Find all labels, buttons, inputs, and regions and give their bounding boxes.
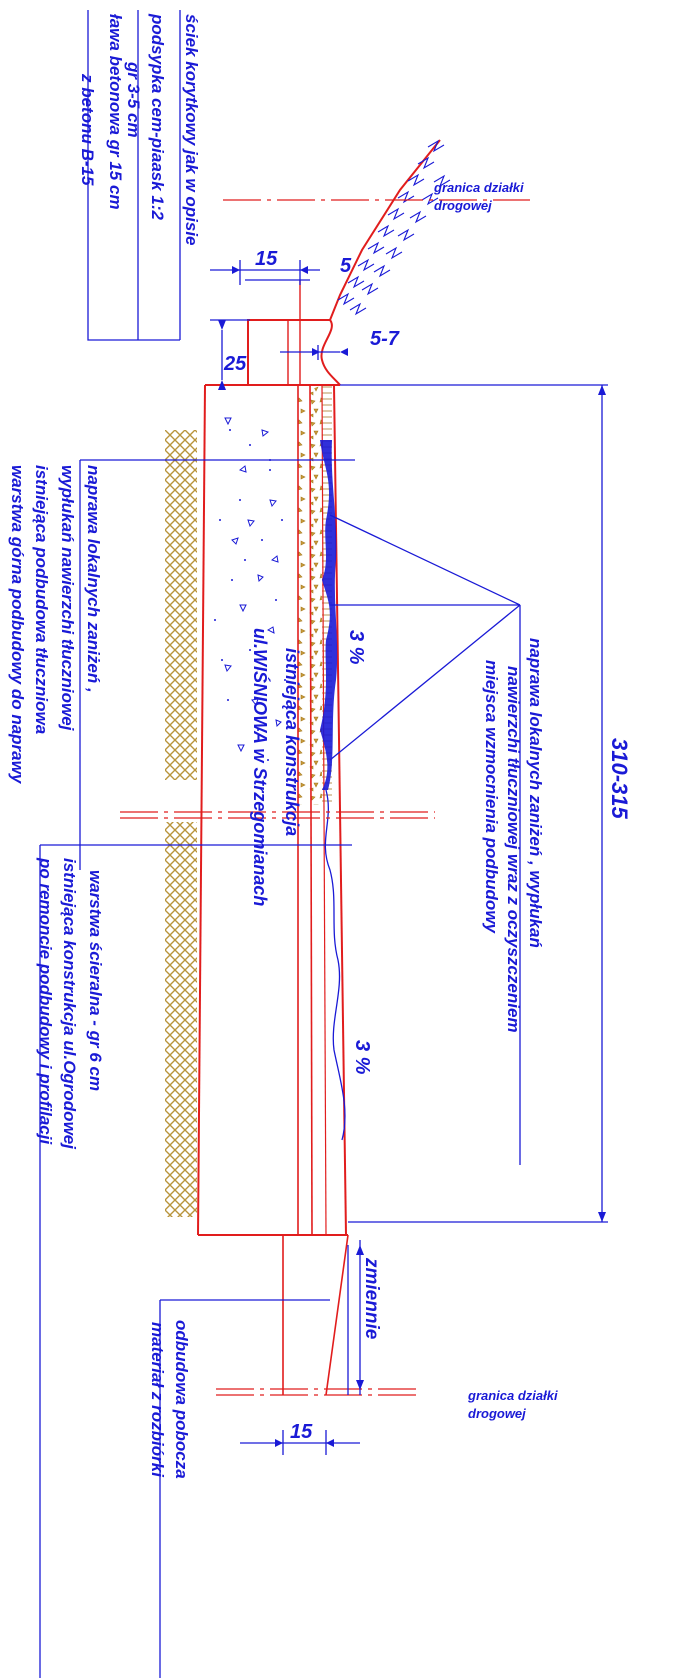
existing-structure-label-2: ul.WIŚNIOWA w Strzegomianach xyxy=(250,628,271,906)
repair-left-label-4: warstwa górna podbudowy do naprawy xyxy=(8,465,27,785)
dim-width-top: 15 xyxy=(255,248,278,270)
soil-hatch-lower xyxy=(165,822,197,1217)
wear-layer-label-2: istniejąca konstrukcja ul.Ogrodowej xyxy=(60,858,79,1150)
repair-left-label-1: naprawa lokalnych zaniżeń , xyxy=(84,465,103,693)
dim-offset-top: 5 xyxy=(340,255,352,277)
gutter-label-5: z betonu B-15 xyxy=(78,73,97,186)
repair-right-label-2: nawierzchi tłuczniowej wraz z oczyszczen… xyxy=(504,666,523,1033)
repair-zones xyxy=(320,440,338,790)
wear-layer-label-3: po remoncie podbudowy i profilacji xyxy=(36,857,55,1145)
gutter-label-2: podsypka cem-piaask 1:2 xyxy=(148,13,167,221)
wear-layer-label-1: warstwa ścieralna - gr 6 cm xyxy=(86,870,105,1091)
gutter-label-4: ława betonowa gr 15 cm xyxy=(106,14,125,210)
soil-hatch-upper xyxy=(165,430,197,780)
variable-label: zmiennie xyxy=(361,1257,382,1340)
plot-boundary-top-1: granica działki xyxy=(433,180,524,195)
dim-gutter-range: 5-7 xyxy=(370,328,400,350)
slope-label-1: 3 % xyxy=(345,630,367,665)
plot-boundary-top-2: drogowej xyxy=(434,198,492,213)
slope-label-2: 3 % xyxy=(351,1040,373,1075)
shoulder-label-2: materiał z rozbiórki xyxy=(148,1322,167,1478)
repair-left-label-2: wypłukań nawierzchi tłuczniowej xyxy=(58,465,77,732)
gutter-label-1: ściek korytkowy jak w opisie xyxy=(182,14,201,246)
existing-structure-label-1: istniejąca konstrukcja xyxy=(282,648,302,836)
embankment-marks xyxy=(337,139,451,316)
axis-lines xyxy=(120,199,530,1396)
dim-width-bottom: 15 xyxy=(290,1421,313,1443)
repair-right-label-3: miejsca wzmocnienia podbudowy xyxy=(482,660,501,935)
plot-boundary-bottom-1: granica działki xyxy=(467,1388,558,1403)
repair-left-label-3: istniejąca podbudowa tłuczniowa xyxy=(32,465,51,734)
dimension-arrows xyxy=(218,266,606,1447)
aggregate-dots xyxy=(214,417,286,761)
dim-total-width: 310-315 xyxy=(607,738,632,820)
repair-right-label-1: naprawa lokalnych zaniżeń , wypłukań xyxy=(526,638,545,948)
base-layer xyxy=(205,385,298,1235)
pavement-section xyxy=(197,139,441,1396)
dim-gutter-depth: 25 xyxy=(223,353,247,375)
dimension-lines xyxy=(39,10,608,1678)
shoulder-label-1: odbudowa pobocza xyxy=(172,1320,191,1479)
plot-boundary-bottom-2: drogowej xyxy=(468,1406,526,1421)
gutter-label-3: gr 3-5 cm xyxy=(124,61,143,138)
